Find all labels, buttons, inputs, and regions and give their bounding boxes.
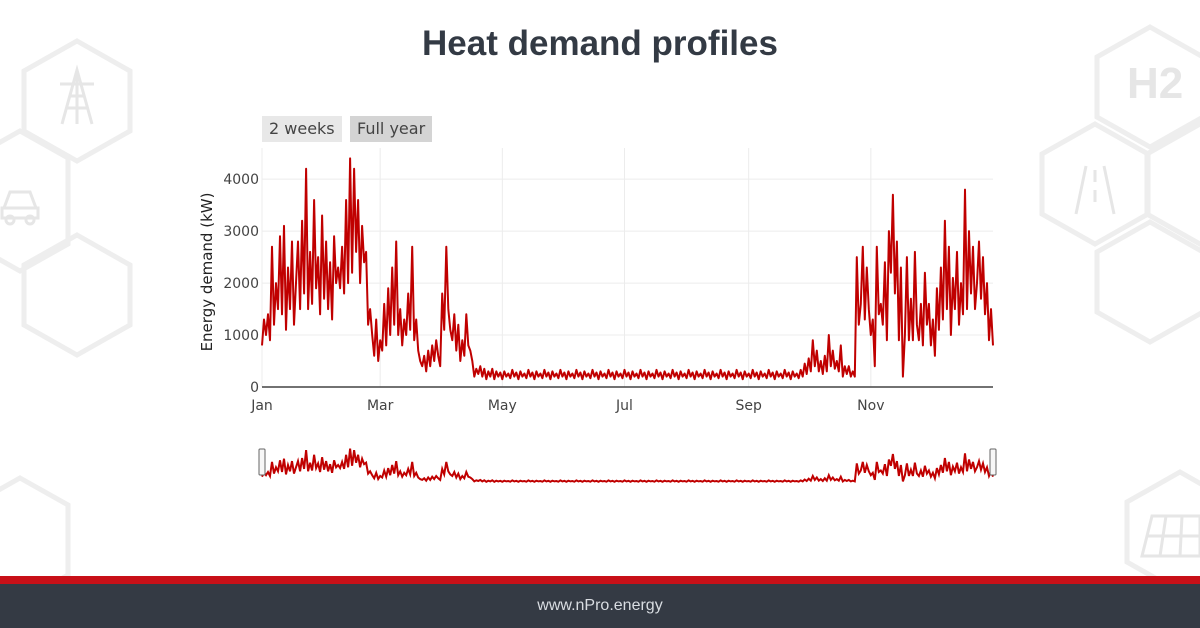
x-tick-label: Nov — [857, 398, 884, 414]
range-slider-series-line — [261, 448, 994, 483]
x-tick-label: May — [488, 398, 517, 414]
hexagon-outline — [0, 128, 71, 274]
y-tick-label: 0 — [250, 380, 259, 396]
range-slider[interactable] — [258, 448, 997, 490]
x-tick-label: Jan — [250, 398, 273, 414]
y-tick-label: 1000 — [223, 328, 259, 344]
hexagon-outline — [1144, 121, 1200, 247]
footer-url[interactable]: www.nPro.energy — [0, 584, 1200, 628]
car-icon — [0, 190, 40, 226]
hydrogen-icon: H2 — [1127, 59, 1183, 108]
x-axis-ticks: Jan Mar May Jul Sep Nov — [250, 398, 884, 414]
series-line-heat-demand — [261, 157, 994, 381]
page-title: Heat demand profiles — [422, 24, 778, 63]
chart-gridlines — [261, 148, 993, 387]
x-tick-label: Mar — [367, 398, 394, 414]
y-tick-label: 4000 — [223, 172, 259, 188]
x-tick-label: Jul — [615, 398, 633, 414]
y-axis-label: Energy demand (kW) — [198, 193, 216, 352]
range-slider-right-handle[interactable] — [989, 448, 997, 476]
hexagon-outline — [21, 38, 133, 164]
y-tick-label: 3000 — [223, 224, 259, 240]
range-slider-left-handle[interactable] — [258, 448, 266, 476]
hexagon-outline — [1094, 219, 1200, 345]
power-pylon-icon — [60, 64, 94, 125]
road-icon — [1074, 165, 1116, 215]
footer-accent-bar — [0, 576, 1200, 584]
hexagon-outline — [1094, 24, 1200, 150]
solar-panel-icon — [1140, 514, 1200, 558]
x-tick-label: Sep — [735, 398, 762, 414]
range-button-2-weeks[interactable]: 2 weeks — [262, 116, 342, 142]
hexagon-outline — [21, 232, 133, 358]
y-tick-label: 2000 — [223, 276, 259, 292]
y-axis-ticks: 0 1000 2000 3000 4000 — [223, 172, 259, 396]
range-button-full-year[interactable]: Full year — [350, 116, 433, 142]
